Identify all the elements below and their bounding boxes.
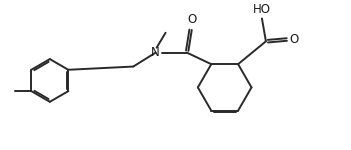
- Text: O: O: [290, 33, 299, 46]
- Text: HO: HO: [253, 3, 271, 16]
- Text: N: N: [151, 46, 160, 59]
- Text: O: O: [187, 13, 197, 26]
